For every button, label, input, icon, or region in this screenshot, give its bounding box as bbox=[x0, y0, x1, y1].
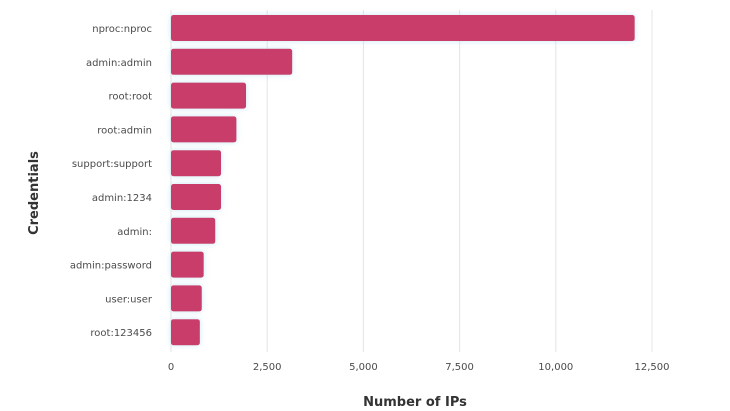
y-tick-label: admin: bbox=[117, 227, 152, 238]
y-tick-labels: nproc:nproc admin:admin root:root root:admi… bbox=[70, 24, 153, 339]
y-tick-label: root:admin bbox=[97, 125, 152, 136]
x-axis-title: Number of IPs bbox=[363, 395, 467, 410]
x-tick-labels: 0 2,500 5,000 7,500 10,000 12,500 bbox=[168, 362, 670, 373]
y-tick-label: root:root bbox=[109, 92, 153, 103]
bar bbox=[171, 15, 635, 41]
x-tick-label: 12,500 bbox=[635, 362, 670, 373]
x-tick-label: 0 bbox=[168, 362, 174, 373]
y-tick-label: admin:1234 bbox=[92, 193, 152, 204]
y-tick-label: user:user bbox=[105, 294, 153, 305]
y-axis-title: Credentials bbox=[27, 151, 42, 235]
y-tick-label: admin:password bbox=[70, 261, 152, 272]
bars bbox=[171, 15, 635, 346]
bar bbox=[171, 150, 222, 177]
bar bbox=[171, 285, 202, 312]
bar bbox=[171, 116, 237, 143]
y-tick-label: nproc:nproc bbox=[92, 24, 152, 35]
bar bbox=[171, 82, 247, 109]
bar bbox=[171, 217, 216, 244]
y-tick-label: support:support bbox=[72, 159, 152, 170]
bar bbox=[171, 184, 222, 210]
x-tick-label: 10,000 bbox=[538, 362, 573, 373]
y-tick-label: root:123456 bbox=[90, 328, 152, 339]
x-tick-label: 5,000 bbox=[349, 362, 378, 373]
x-tick-label: 7,500 bbox=[445, 362, 474, 373]
bar bbox=[171, 251, 204, 278]
y-tick-label: admin:admin bbox=[86, 58, 152, 69]
bar bbox=[171, 319, 200, 346]
x-tick-label: 2,500 bbox=[253, 362, 282, 373]
bar bbox=[171, 48, 293, 75]
